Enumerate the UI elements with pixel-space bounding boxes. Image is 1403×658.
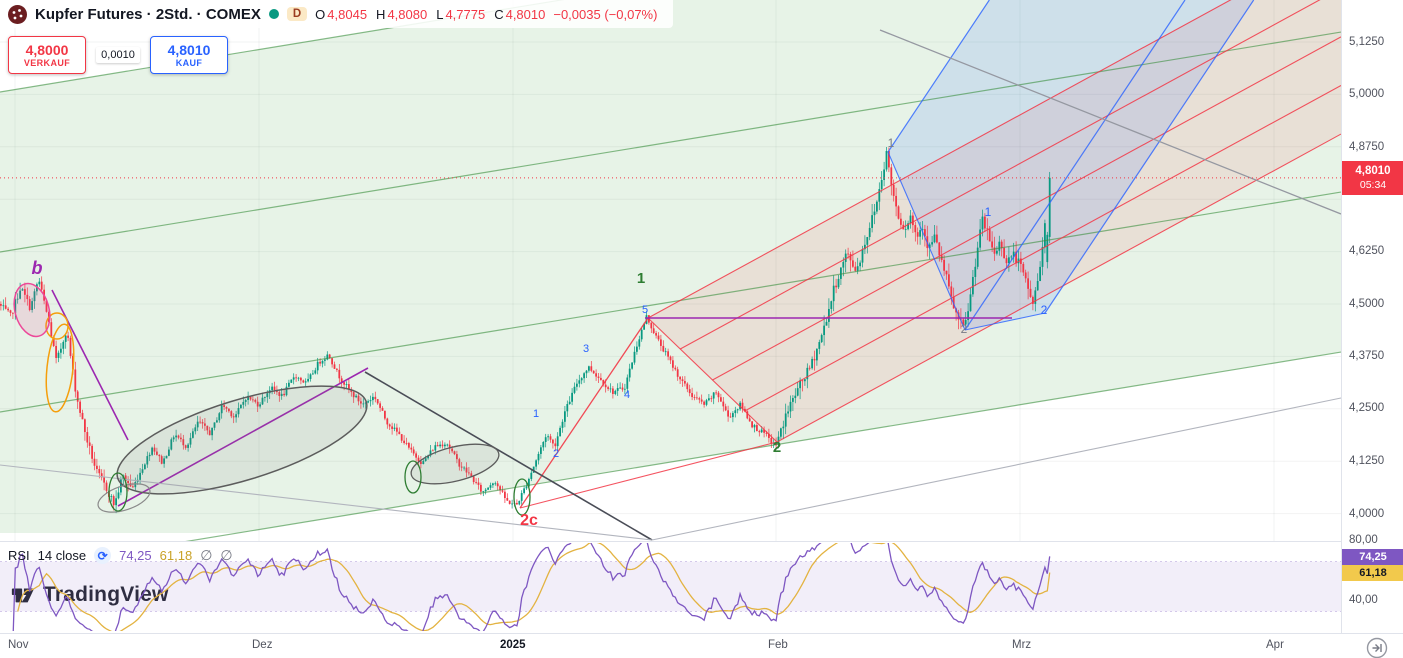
svg-text:4: 4 — [624, 389, 630, 401]
price-axis-label: 80,00 — [1349, 534, 1378, 546]
trade-panel: 4,8000 VERKAUF 0,0010 4,8010 KAUF — [8, 36, 228, 74]
candles — [0, 147, 1051, 514]
time-axis-label[interactable]: Apr — [1266, 639, 1284, 651]
scroll-to-realtime-button[interactable] — [1366, 637, 1388, 658]
svg-text:2: 2 — [773, 439, 781, 456]
wave-labels: b 2c 1 2 1 2 3 4 5 1 2 1 2 — [32, 136, 1048, 529]
rsi-empty-icon: ∅ — [200, 547, 213, 563]
price-axis-label: 4,3750 — [1349, 350, 1385, 362]
svg-text:b: b — [32, 258, 43, 278]
time-axis-label[interactable]: Dez — [252, 639, 273, 651]
svg-text:2: 2 — [553, 448, 559, 460]
rsi-params: 14 close — [37, 548, 87, 563]
time-axis-label[interactable]: Mrz — [1012, 639, 1032, 651]
ohlc-close: C 4,8010 — [494, 6, 546, 22]
spread-chip: 0,0010 — [86, 47, 150, 63]
spread-value: 0,0010 — [96, 47, 140, 63]
sell-price: 4,8000 — [25, 41, 69, 58]
price-change: −0,0035 (−0,07%) — [553, 6, 658, 22]
buy-button[interactable]: 4,8010 KAUF — [150, 36, 228, 74]
svg-text:1: 1 — [533, 408, 539, 420]
ohlc-low: L 4,7775 — [436, 6, 486, 22]
buy-price: 4,8010 — [167, 41, 211, 58]
price-axis[interactable]: 4,8010 05:34 74,25 61,18 5,1250 5,0000 4,8… — [1341, 0, 1403, 633]
svg-text:1: 1 — [888, 136, 895, 150]
rsi-current-value: 74,25 — [119, 548, 152, 563]
bar-countdown: 05:34 — [1359, 178, 1387, 191]
symbol-header: Kupfer Futures · 2Std. · COMEX D O 4,8045… — [0, 0, 674, 28]
svg-text:2c: 2c — [520, 512, 538, 529]
rsi-empty-icon: ∅ — [220, 547, 233, 563]
price-axis-label: 5,0000 — [1349, 88, 1385, 100]
price-axis-label: 4,2500 — [1349, 402, 1385, 414]
rsi-title: RSI — [8, 548, 30, 563]
ohlc-high: H 4,8080 — [376, 6, 428, 22]
time-axis[interactable]: Nov Dez 2025 Feb Mrz Apr — [0, 633, 1403, 658]
rsi-ma-value: 61,18 — [159, 548, 193, 563]
svg-text:2: 2 — [1041, 303, 1048, 317]
ohlc-open: O 4,8045 — [315, 6, 368, 22]
svg-text:3: 3 — [583, 343, 589, 355]
interval-badge[interactable]: D — [286, 7, 308, 21]
rsi-ma-badge: 61,18 — [1342, 565, 1403, 581]
svg-text:1: 1 — [985, 205, 992, 219]
svg-text:5: 5 — [642, 304, 648, 316]
price-axis-label: 4,6250 — [1349, 245, 1385, 257]
rsi-pane — [0, 543, 1341, 631]
chart-canvas[interactable]: b 2c 1 2 1 2 3 4 5 1 2 1 2 — [0, 0, 1341, 633]
watermark-text: TradingView — [43, 583, 169, 607]
price-axis-label: 5,1250 — [1349, 36, 1385, 48]
market-status-icon[interactable] — [268, 9, 279, 19]
buy-label: KAUF — [175, 58, 203, 69]
price-axis-label: 4,5000 — [1349, 298, 1385, 310]
rsi-sync-icon[interactable]: ⟳ — [94, 547, 112, 564]
current-price-badge: 4,8010 05:34 — [1342, 161, 1403, 195]
price-axis-label: 4,1250 — [1349, 455, 1385, 467]
symbol-logo-icon[interactable] — [8, 4, 27, 24]
rsi-indicator-header[interactable]: RSI 14 close ⟳ 74,25 61,18 ∅ ∅ — [8, 547, 233, 564]
svg-text:1: 1 — [637, 270, 645, 287]
time-axis-label[interactable]: Nov — [8, 639, 29, 651]
sell-button[interactable]: 4,8000 VERKAUF — [8, 36, 86, 74]
drawing-lines — [0, 0, 1341, 541]
price-axis-label: 4,0000 — [1349, 508, 1385, 520]
rsi-value-badge: 74,25 — [1342, 549, 1403, 565]
time-axis-label[interactable]: 2025 — [500, 639, 526, 651]
price-axis-label: 40,00 — [1349, 594, 1378, 606]
ohlc-values: O 4,8045 H 4,8080 L 4,7775 C 4,8010 — [315, 7, 545, 22]
symbol-title[interactable]: Kupfer Futures · 2Std. · COMEX — [35, 5, 261, 23]
current-price-value: 4,8010 — [1355, 165, 1391, 178]
sell-label: VERKAUF — [23, 58, 71, 69]
time-axis-label[interactable]: Feb — [768, 639, 788, 651]
svg-text:2: 2 — [961, 322, 968, 336]
price-axis-label: 4,8750 — [1349, 141, 1385, 153]
